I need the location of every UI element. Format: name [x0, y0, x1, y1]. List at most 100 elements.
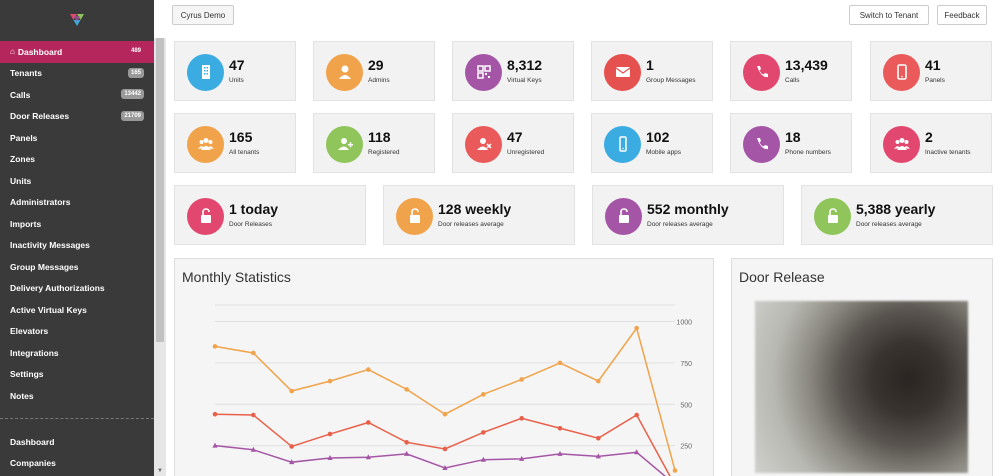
data-point[interactable]	[519, 377, 524, 382]
stat-card-panels[interactable]: 41 Panels	[870, 41, 992, 101]
stat-card-registered[interactable]: 118 Registered	[313, 113, 435, 173]
switch-to-tenant-button[interactable]: Switch to Tenant	[849, 5, 929, 25]
sidebar-item-imports[interactable]: Imports	[0, 213, 154, 235]
sidebar-item-calls[interactable]: Calls 13442	[0, 84, 154, 106]
data-point[interactable]	[251, 350, 256, 356]
sidebar-item-dashboard[interactable]: ⌂ Dashboard 489	[0, 41, 154, 63]
data-point[interactable]	[289, 444, 294, 449]
data-point[interactable]	[327, 431, 333, 437]
data-point[interactable]	[557, 360, 563, 366]
sidebar-item-zones[interactable]: Zones	[0, 149, 154, 171]
sidebar-item-companies[interactable]: Companies	[0, 453, 154, 475]
unlock-icon	[187, 197, 224, 235]
data-point[interactable]	[557, 450, 563, 456]
sidebar-item-group-messages[interactable]: Group Messages	[0, 256, 154, 278]
sidebar-scrollbar[interactable]: ▼	[154, 38, 166, 476]
data-point[interactable]	[404, 440, 409, 445]
stat-value: 102	[646, 129, 670, 145]
data-point[interactable]	[634, 449, 640, 455]
stat-value: 165	[229, 129, 253, 145]
data-point[interactable]	[442, 464, 448, 470]
stat-card-admins[interactable]: 29 Admins	[313, 41, 435, 101]
sidebar-item-delivery-authorizations[interactable]: Delivery Authorizations	[0, 278, 154, 300]
tenant-selector-button[interactable]: Cyrus Demo	[172, 5, 234, 25]
data-point[interactable]	[595, 453, 601, 459]
data-point[interactable]	[519, 416, 524, 421]
sidebar-divider	[0, 418, 154, 419]
stat-card-all-tenants[interactable]: 165 All tenants	[174, 113, 296, 173]
scroll-thumb[interactable]	[156, 38, 164, 342]
sidebar-item-label: Zones	[10, 154, 36, 165]
data-point[interactable]	[366, 367, 371, 372]
stat-card-door-releases-average[interactable]: 552 monthly Door releases average	[592, 185, 784, 245]
stat-card-calls[interactable]: 13,439 Calls	[730, 41, 852, 101]
data-point[interactable]	[327, 378, 333, 384]
data-point[interactable]	[442, 446, 448, 452]
data-point[interactable]	[366, 420, 371, 425]
sidebar-item-label: Dashboard	[10, 436, 55, 447]
sidebar-item-elevators[interactable]: Elevators	[0, 321, 154, 343]
sidebar-item-tenants[interactable]: Tenants 165	[0, 63, 154, 85]
stat-card-phone-numbers[interactable]: 18 Phone numbers	[730, 113, 852, 173]
data-point[interactable]	[404, 387, 409, 392]
stat-value: 13,439	[785, 57, 828, 73]
data-point[interactable]	[212, 344, 218, 349]
data-point[interactable]	[519, 455, 525, 461]
users-icon	[883, 125, 920, 163]
stat-card-door-releases-average[interactable]: 5,388 yearly Door releases average	[801, 185, 993, 245]
data-point[interactable]	[250, 446, 256, 452]
data-point[interactable]	[251, 412, 256, 418]
data-point[interactable]	[289, 388, 294, 394]
data-point[interactable]	[365, 454, 371, 460]
stat-label: Door releases average	[647, 221, 713, 228]
sidebar: ⌂ Dashboard 489 Tenants 165 Calls 13442 Door Re…	[0, 0, 154, 476]
stat-card-units[interactable]: 47 Units	[174, 41, 296, 101]
data-point[interactable]	[596, 435, 601, 441]
data-point[interactable]	[596, 378, 601, 384]
data-point[interactable]	[557, 425, 563, 431]
feedback-button[interactable]: Feedback	[937, 5, 987, 25]
sidebar-item-notes[interactable]: Notes	[0, 385, 154, 407]
sidebar-item-units[interactable]: Units	[0, 170, 154, 192]
stat-card-group-messages[interactable]: 1 Group Messages	[591, 41, 713, 101]
stat-card-inactive-tenants[interactable]: 2 Inactive tenants	[870, 113, 992, 173]
stat-label: Virtual Keys	[507, 77, 542, 84]
stat-card-mobile-apps[interactable]: 102 Mobile apps	[591, 113, 713, 173]
sidebar-item-label: Dashboard	[17, 46, 63, 57]
data-point[interactable]	[289, 459, 295, 465]
sidebar-item-administrators[interactable]: Administrators	[0, 192, 154, 214]
scroll-down-icon[interactable]: ▼	[157, 468, 163, 474]
data-point[interactable]	[327, 455, 333, 461]
sidebar-item-active-virtual-keys[interactable]: Active Virtual Keys	[0, 299, 154, 321]
data-point[interactable]	[480, 456, 486, 462]
data-point[interactable]	[212, 442, 218, 448]
sidebar-item-door-releases[interactable]: Door Releases 21709	[0, 106, 154, 128]
data-point[interactable]	[634, 325, 639, 331]
data-point[interactable]	[442, 411, 448, 417]
logo[interactable]	[0, 0, 154, 38]
data-point[interactable]	[481, 430, 486, 435]
sidebar-item-settings[interactable]: Settings	[0, 364, 154, 386]
sidebar-item-inactivity-messages[interactable]: Inactivity Messages	[0, 235, 154, 257]
sidebar-item-dashboard[interactable]: Dashboard	[0, 431, 154, 453]
data-point[interactable]	[212, 411, 218, 417]
count-badge: 21709	[121, 110, 144, 121]
stat-card-unregistered[interactable]: 47 Unregistered	[452, 113, 574, 173]
stat-value: 29	[368, 57, 384, 73]
stat-card-virtual-keys[interactable]: 8,312 Virtual Keys	[452, 41, 574, 101]
stat-card-door-releases-average[interactable]: 128 weekly Door releases average	[383, 185, 575, 245]
sidebar-item-panels[interactable]: Panels	[0, 127, 154, 149]
stat-label: Group Messages	[646, 77, 696, 84]
data-point[interactable]	[672, 468, 678, 473]
data-point[interactable]	[634, 412, 639, 418]
data-point[interactable]	[404, 450, 410, 456]
stat-card-door-releases[interactable]: 1 today Door Releases	[174, 185, 366, 245]
stat-label: Door releases average	[856, 221, 922, 228]
data-point[interactable]	[481, 392, 486, 397]
sidebar-item-label: Notes	[10, 390, 34, 401]
stat-label: Registered	[368, 149, 400, 156]
sidebar-item-integrations[interactable]: Integrations	[0, 342, 154, 364]
stat-label: Panels	[925, 77, 945, 84]
sidebar-item-label: Tenants	[10, 68, 42, 79]
door-camera-image	[755, 301, 968, 473]
